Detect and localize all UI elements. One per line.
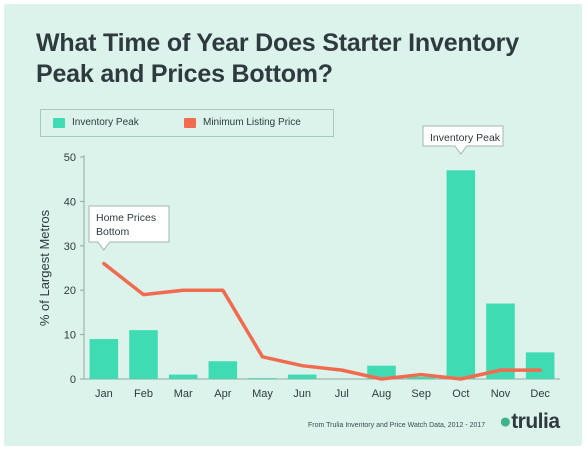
bar-inventory-peak <box>287 374 317 379</box>
callout-box <box>422 125 504 155</box>
x-tick-label: Aug <box>372 388 392 400</box>
y-tick-label: 50 <box>64 152 76 164</box>
y-tick-label: 20 <box>64 285 76 297</box>
x-tick-label: Nov <box>491 388 511 400</box>
callout-box <box>88 205 170 251</box>
callout-text: Inventory Peak <box>430 132 501 144</box>
y-tick-label: 10 <box>64 330 76 342</box>
bar-inventory-peak <box>129 330 158 379</box>
line-minimum-listing-price <box>102 261 542 381</box>
bar-inventory-peak <box>406 376 436 379</box>
y-axis-label: % of Largest Metros <box>37 209 52 326</box>
bar-inventory-peak <box>168 374 198 379</box>
source-note: From Trulia Inventory and Price Watch Da… <box>308 422 486 429</box>
y-tick-label: 40 <box>64 196 76 208</box>
legend-swatch-inventory <box>53 118 65 128</box>
x-tick-label: Mar <box>174 388 193 400</box>
legend-label-price: Minimum Listing Price <box>203 117 301 128</box>
bar-inventory-peak <box>248 378 277 379</box>
legend-swatch-price <box>184 118 196 128</box>
bar-inventory-peak <box>208 361 238 379</box>
x-tick-label: Jun <box>293 388 311 400</box>
pin-icon: ● <box>499 410 512 433</box>
bar-inventory-peak <box>525 352 555 379</box>
x-tick-label: Jan <box>95 388 113 400</box>
x-tick-label: Dec <box>530 388 550 400</box>
chart-title: What Time of Year Does Starter Inventory… <box>36 29 519 88</box>
legend: Inventory Peak Minimum Listing Price <box>40 109 334 137</box>
x-tick-label: Apr <box>214 388 231 400</box>
brand-name: trulia <box>511 410 560 433</box>
x-tick-label: Sep <box>411 388 431 400</box>
bar-inventory-peak <box>446 170 476 379</box>
x-tick-label: Oct <box>452 388 469 400</box>
callout-text: Home Prices <box>96 212 156 224</box>
y-tick-label: 0 <box>70 374 76 386</box>
trulia-logo: ●trulia <box>499 410 560 434</box>
callout-text: Bottom <box>96 226 130 238</box>
legend-label-inventory: Inventory Peak <box>72 117 139 128</box>
x-tick-label: Jul <box>335 388 349 400</box>
y-tick-label: 30 <box>64 241 76 253</box>
bar-inventory-peak <box>486 303 515 379</box>
x-tick-label: Feb <box>134 388 153 400</box>
x-tick-label: May <box>252 388 273 400</box>
bar-inventory-peak <box>89 339 119 379</box>
